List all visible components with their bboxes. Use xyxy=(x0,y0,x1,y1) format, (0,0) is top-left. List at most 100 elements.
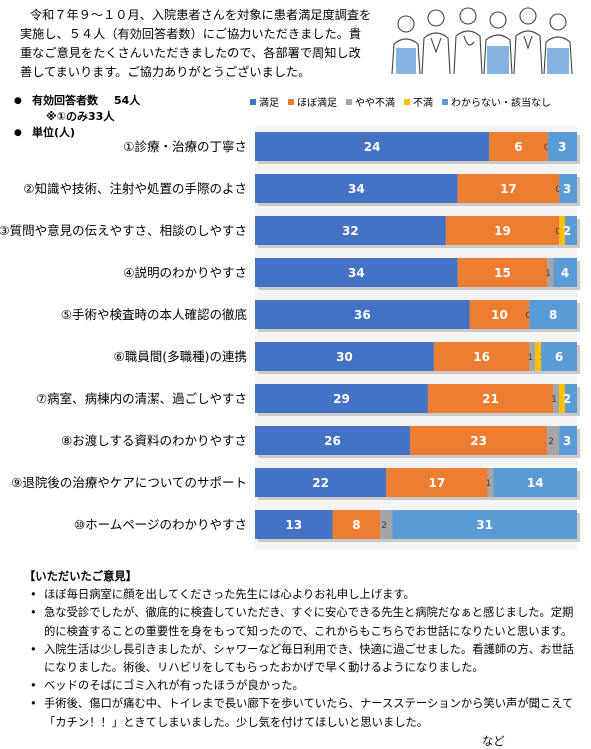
bar-segment xyxy=(255,468,387,497)
data-label: 8 xyxy=(549,308,557,322)
data-label: 19 xyxy=(494,224,511,238)
data-label: 1 xyxy=(527,353,533,363)
bar-segment xyxy=(565,216,577,245)
data-label: 10 xyxy=(491,308,508,322)
bar-segment xyxy=(392,510,577,539)
bar-segment xyxy=(487,468,494,497)
bar-segment xyxy=(541,342,577,371)
bar-segment xyxy=(433,342,530,371)
legend-swatch xyxy=(442,98,448,105)
data-label: 2 xyxy=(563,224,571,238)
bar-segment xyxy=(547,426,560,455)
bar-segment xyxy=(553,258,577,287)
legend-label: 満足 xyxy=(259,98,279,109)
legend-item-mostly-satisfied: ほぼ満足 xyxy=(288,94,337,109)
legend-label: わからない・該当なし xyxy=(451,98,551,109)
data-label: 3 xyxy=(563,182,571,196)
data-label: 0 xyxy=(555,185,561,195)
bar-segment xyxy=(469,300,530,329)
data-label: 15 xyxy=(494,266,511,280)
data-label: 34 xyxy=(348,266,365,280)
comment-item: ほぼ毎日病室に顔を出してくださった先生には心よりお礼申し上げます。 xyxy=(30,586,574,604)
comment-item: ベッドのそばにゴミ入れが有ったほうが良かった。 xyxy=(30,677,574,695)
comments-list: ほぼ毎日病室に顔を出してくださった先生には心よりお礼申し上げます。 急な受診でし… xyxy=(24,586,574,732)
bar-segment xyxy=(255,258,458,287)
data-label: 23 xyxy=(470,434,487,448)
bar-segment xyxy=(427,384,554,413)
data-label: 14 xyxy=(527,476,544,490)
legend-item-somewhat-dissatisfied: やや不満 xyxy=(346,94,395,109)
bullet-icon: ● xyxy=(14,128,22,138)
data-label: 16 xyxy=(473,350,490,364)
bullet-icon: ● xyxy=(14,96,22,106)
bar-segment xyxy=(529,300,577,329)
data-label: 26 xyxy=(324,434,341,448)
data-label: 2 xyxy=(381,521,387,531)
category-label: ⑥職員間(多職種)の連携 xyxy=(114,349,247,364)
chart-legend: 満足 ほぼ満足 やや不満 不満 わからない・該当なし xyxy=(250,94,551,109)
data-label: 4 xyxy=(561,266,569,280)
medical-staff-illustration xyxy=(391,7,573,74)
data-label: 24 xyxy=(364,140,381,154)
bar-segment xyxy=(565,384,577,413)
bar-segment xyxy=(553,384,560,413)
bar-segment xyxy=(255,132,490,161)
satisfaction-chart: ①診療・治療の丁寧さ246003②知識や技術、注射や処置の手際のよさ341700… xyxy=(0,126,580,550)
data-label: 1 xyxy=(551,395,557,405)
data-label: 31 xyxy=(476,518,493,532)
bar-segment xyxy=(445,216,560,245)
legend-swatch xyxy=(288,98,294,105)
category-label: ⑤手術や検査時の本人確認の徹底 xyxy=(61,307,247,322)
category-label: ⑨退院後の治療やケアについてのサポート xyxy=(11,475,247,490)
intro-text: 令和７年９～１０月、入院患者さんを対象に患者満足度調査を実施し、５４人（有効回答… xyxy=(20,8,372,79)
bar-segment xyxy=(559,216,566,245)
data-label: 29 xyxy=(333,392,350,406)
bar-segment xyxy=(559,426,577,455)
legend-label: やや不満 xyxy=(355,98,395,109)
respondents-label: 有効回答者数 xyxy=(32,94,98,107)
category-label: ⑩ホームページのわかりやすさ xyxy=(74,517,247,532)
bar-segment xyxy=(255,510,333,539)
legend-swatch xyxy=(250,98,256,105)
bar-segment xyxy=(380,510,393,539)
respondents-note: ※①のみ33人 xyxy=(46,110,115,123)
bar-segment xyxy=(559,384,566,413)
data-label: 1 xyxy=(486,479,492,489)
bar-segment xyxy=(529,342,536,371)
bar-segment xyxy=(332,510,381,539)
data-label: 32 xyxy=(342,224,359,238)
bar-segment xyxy=(559,174,577,203)
comment-item: 急な受診でしたが、徹底的に検査していただき、すぐに安心できる先生と病院だなぁと感… xyxy=(30,604,574,640)
unit-label: 単位(人) xyxy=(32,126,76,139)
data-label: 22 xyxy=(312,476,329,490)
bar-segment xyxy=(457,174,560,203)
category-label: ⑧お渡しする資料のわかりやすさ xyxy=(61,433,247,448)
respondents-value: 54人 xyxy=(114,94,141,107)
legend-item-satisfied: 満足 xyxy=(250,94,279,109)
bar-segment xyxy=(255,174,458,203)
data-label: 0 xyxy=(555,227,561,237)
bar-segment xyxy=(255,342,434,371)
category-label: ④説明のわかりやすさ xyxy=(123,265,247,280)
category-label: ②知識や技術、注射や処置の手際のよさ xyxy=(23,181,247,196)
comment-item: 入院生活は少し長引きましたが、シャワーなど毎日利用でき、快適に過ごせました。看護… xyxy=(30,641,574,677)
bar-segment xyxy=(255,300,470,329)
data-label: 36 xyxy=(354,308,371,322)
bar-segment xyxy=(489,132,548,161)
category-label: ①診療・治療の丁寧さ xyxy=(123,139,247,154)
legend-item-unknown: わからない・該当なし xyxy=(442,94,551,109)
bar-segment xyxy=(547,132,577,161)
data-label: 3 xyxy=(558,140,566,154)
data-label: 6 xyxy=(555,350,563,364)
data-label: 6 xyxy=(514,140,522,154)
bar-segment xyxy=(457,258,548,287)
bar-segment xyxy=(493,468,577,497)
bar-segment xyxy=(535,342,542,371)
bar-segment xyxy=(410,426,548,455)
bar-segment xyxy=(386,468,488,497)
data-label: 0 xyxy=(544,143,550,153)
legend-item-dissatisfied: 不満 xyxy=(404,94,433,109)
data-label: 30 xyxy=(336,350,353,364)
data-label: 0 xyxy=(525,311,531,321)
bar-segment xyxy=(547,258,554,287)
